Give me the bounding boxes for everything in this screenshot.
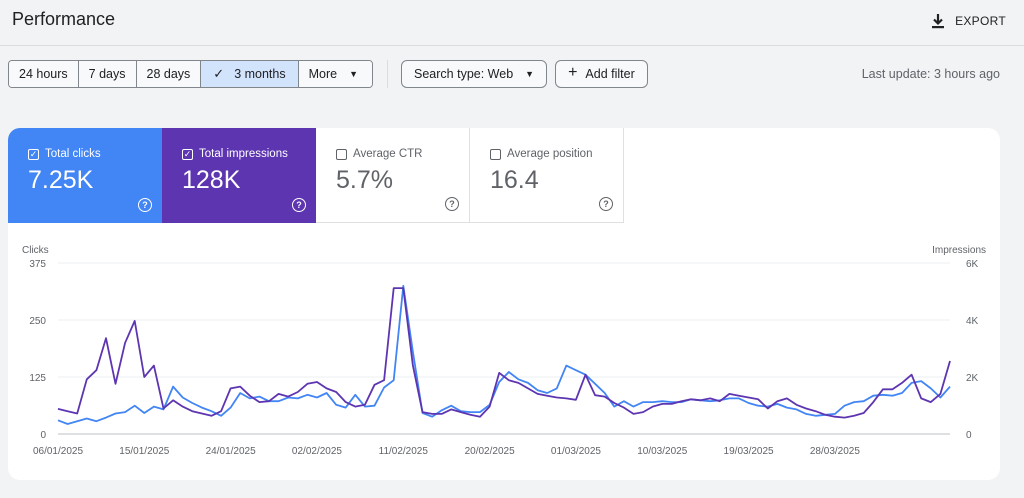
metric-average-ctr[interactable]: Average CTR 5.7% ? — [316, 128, 470, 223]
help-icon[interactable]: ? — [445, 197, 459, 211]
left-axis-title: Clicks — [22, 245, 49, 256]
metric-label: Total impressions — [199, 148, 288, 160]
caret-down-icon: ▼ — [525, 69, 535, 79]
x-tick-label: 20/02/2025 — [465, 446, 515, 457]
metric-value: 5.7% — [336, 166, 393, 194]
right-axis-title: Impressions — [932, 245, 986, 256]
x-tick-label: 11/02/2025 — [379, 446, 429, 457]
performance-chart[interactable]: Clicks Impressions 0 0 125 2K 250 4K 375 6K 06/… — [8, 238, 1000, 470]
checkbox-checked-icon[interactable]: ✓ — [28, 148, 39, 160]
download-icon — [932, 14, 945, 29]
metric-value: 128K — [182, 166, 241, 194]
left-tick-label: 125 — [29, 373, 46, 384]
date-range-label: More — [308, 67, 338, 81]
help-icon[interactable]: ? — [138, 198, 152, 212]
series-line-impressions — [57, 287, 951, 419]
plus-icon: + — [568, 64, 578, 81]
check-icon: ✓ — [213, 66, 225, 81]
date-range-label: 24 hours — [19, 67, 68, 81]
left-tick-label: 375 — [29, 259, 46, 270]
x-tick-label: 28/03/2025 — [810, 446, 860, 457]
metric-value: 7.25K — [28, 166, 94, 194]
add-filter-label: Add filter — [585, 67, 635, 81]
x-tick-label: 24/01/2025 — [206, 446, 256, 457]
search-type-button[interactable]: Search type: Web ▼ — [401, 60, 548, 88]
date-range-24-hours[interactable]: 24 hours — [9, 61, 79, 87]
date-range-28-days[interactable]: 28 days — [136, 61, 202, 87]
date-range-label: 7 days — [88, 67, 126, 81]
checkbox-unchecked-icon[interactable] — [490, 148, 501, 160]
x-tick-label: 15/01/2025 — [119, 446, 169, 457]
date-range-label: 3 months — [234, 67, 286, 81]
caret-down-icon: ▼ — [349, 69, 359, 79]
date-range-3-months[interactable]: ✓ 3 months — [201, 61, 299, 87]
metric-value: 16.4 — [490, 166, 539, 194]
add-filter-button[interactable]: + Add filter — [555, 60, 648, 88]
header: Performance EXPORT — [0, 0, 1024, 46]
metric-total-clicks[interactable]: ✓ Total clicks 7.25K ? — [8, 128, 162, 223]
page-title: Performance — [12, 9, 116, 29]
right-tick-label: 6K — [966, 259, 979, 270]
left-tick-label: 0 — [40, 430, 46, 441]
checkbox-unchecked-icon[interactable] — [336, 148, 347, 160]
date-range-group: 24 hours 7 days 28 days ✓ 3 months More … — [8, 60, 374, 88]
search-type-label: Search type: Web — [414, 67, 514, 81]
performance-card: ✓ Total clicks 7.25K ? ✓ Total impressions… — [8, 128, 1000, 480]
metric-average-position[interactable]: Average position 16.4 ? — [470, 128, 624, 223]
right-tick-label: 4K — [966, 316, 979, 327]
right-tick-label: 2K — [966, 373, 979, 384]
export-button[interactable]: EXPORT — [931, 10, 1006, 32]
filter-bar: 24 hours 7 days 28 days ✓ 3 months More … — [8, 60, 656, 88]
x-tick-label: 06/01/2025 — [33, 446, 83, 457]
last-update-text: Last update: 3 hours ago — [861, 67, 1000, 81]
metric-label: Average position — [507, 148, 593, 160]
metric-label: Average CTR — [353, 148, 423, 160]
metric-label: Total clicks — [45, 148, 101, 160]
x-tick-label: 01/03/2025 — [551, 446, 601, 457]
series-line-clicks — [57, 284, 951, 425]
left-tick-label: 250 — [29, 316, 46, 327]
date-range-more[interactable]: More ▼ — [298, 61, 373, 87]
metric-total-impressions[interactable]: ✓ Total impressions 128K ? — [162, 128, 316, 223]
date-range-7-days[interactable]: 7 days — [78, 61, 137, 87]
x-tick-label: 02/02/2025 — [292, 446, 342, 457]
checkbox-checked-icon[interactable]: ✓ — [182, 148, 193, 160]
divider — [387, 60, 389, 88]
date-range-label: 28 days — [146, 67, 191, 81]
help-icon[interactable]: ? — [599, 197, 613, 211]
export-label: EXPORT — [955, 14, 1006, 28]
x-tick-label: 10/03/2025 — [637, 446, 687, 457]
right-tick-label: 0 — [966, 430, 972, 441]
x-tick-label: 19/03/2025 — [724, 446, 774, 457]
help-icon[interactable]: ? — [292, 198, 306, 212]
